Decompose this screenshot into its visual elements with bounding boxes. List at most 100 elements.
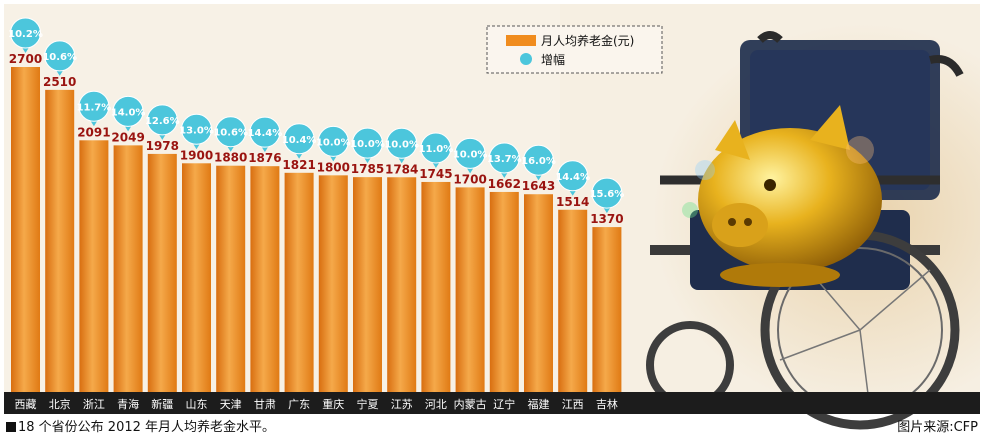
value-label: 1662 [488, 177, 521, 191]
category-label: 辽宁 [493, 397, 515, 411]
value-label: 1785 [351, 162, 384, 176]
growth-bubble [181, 113, 212, 145]
bar-内蒙古 [455, 187, 485, 392]
category-label: 内蒙古 [454, 397, 487, 411]
category-label: 宁夏 [357, 397, 379, 411]
growth-bubble [249, 116, 281, 148]
labels-layer: 2700 10.2% 西藏 2510 10.6% 北京 2091 11.7% 浙江 2049 14.… [8, 17, 625, 411]
growth-bubble [557, 160, 589, 192]
value-label: 1800 [317, 160, 350, 174]
growth-bubble [386, 127, 418, 159]
value-label: 1784 [385, 162, 418, 176]
growth-label: 16.0% [521, 156, 556, 167]
bar-新疆 [147, 153, 177, 392]
bar-天津 [216, 165, 246, 392]
category-label: 山东 [186, 398, 208, 411]
growth-label: 12.6% [145, 116, 180, 127]
bar-甘肃 [250, 166, 280, 392]
category-label: 北京 [49, 397, 71, 411]
piggy-bank-icon [682, 105, 882, 287]
bar-江苏 [387, 177, 417, 392]
growth-bubble [591, 177, 623, 209]
category-label: 广东 [288, 398, 310, 411]
bars-layer [11, 67, 622, 393]
growth-label: 14.0% [111, 107, 146, 118]
category-label: 甘肃 [254, 398, 276, 411]
category-label: 新疆 [151, 397, 173, 411]
growth-label: 15.6% [590, 189, 625, 200]
value-label: 1514 [556, 195, 589, 209]
bar-浙江 [79, 140, 109, 392]
growth-label: 11.0% [419, 144, 454, 155]
growth-label: 14.4% [248, 128, 283, 139]
growth-label: 13.0% [179, 125, 214, 136]
growth-bubble [10, 17, 41, 49]
bar-福建 [524, 194, 553, 392]
growth-label: 10.6% [213, 128, 248, 139]
legend-swatch-bubble [520, 53, 532, 65]
legend-swatch-bar [506, 35, 536, 46]
growth-bubble [44, 40, 76, 72]
bar-青海 [113, 145, 143, 392]
growth-bubble [146, 104, 178, 136]
bar-广东 [284, 172, 314, 392]
growth-label: 10.0% [384, 139, 419, 150]
growth-label: 14.4% [555, 172, 590, 183]
growth-bubble [454, 137, 486, 169]
legend: 月人均养老金(元) 增幅 [486, 25, 663, 74]
legend-label-bubble: 增幅 [541, 52, 565, 67]
value-label: 1821 [282, 158, 315, 172]
value-label: 1745 [419, 167, 452, 181]
growth-label: 10.0% [453, 149, 488, 160]
category-label: 浙江 [83, 398, 105, 411]
growth-label: 13.7% [487, 154, 522, 165]
bar-重庆 [318, 175, 348, 392]
value-label: 2049 [111, 130, 144, 144]
growth-bubble [78, 90, 110, 122]
bar-北京 [45, 89, 75, 393]
growth-bubble [283, 123, 315, 155]
value-label: 2700 [9, 52, 42, 66]
caption-source-note: 18 个省份公布 2012 年月人均养老金水平。 [6, 416, 275, 435]
category-label: 天津 [220, 398, 242, 411]
value-label: 2091 [77, 125, 110, 139]
category-label: 江苏 [391, 398, 413, 411]
category-label: 重庆 [322, 397, 344, 411]
value-label: 1876 [248, 151, 281, 165]
legend-box [486, 25, 663, 74]
growth-bubble [215, 116, 247, 148]
growth-label: 10.0% [316, 137, 351, 148]
growth-label: 10.6% [42, 52, 77, 63]
growth-label: 10.2% [8, 29, 43, 40]
square-bullet-icon [6, 422, 16, 432]
category-label: 西藏 [15, 398, 37, 411]
growth-bubble [523, 144, 554, 176]
caption-image-credit: 图片来源:CFP [897, 420, 978, 435]
bar-宁夏 [353, 177, 382, 392]
growth-bubble [352, 127, 383, 159]
category-label: 青海 [117, 397, 139, 411]
category-label: 福建 [528, 397, 550, 411]
bar-辽宁 [489, 191, 519, 392]
growth-bubble [112, 95, 144, 127]
value-label: 1880 [214, 151, 247, 165]
category-label: 吉林 [596, 397, 618, 411]
category-label: 河北 [425, 398, 447, 411]
value-label: 2510 [43, 75, 76, 89]
caption-text: 18 个省份公布 2012 年月人均养老金水平。 [18, 420, 276, 435]
growth-label: 10.0% [350, 139, 385, 150]
bar-河北 [421, 181, 451, 392]
growth-bubble [317, 125, 349, 157]
category-axis-strip [4, 392, 980, 414]
value-label: 1700 [453, 172, 486, 186]
bar-西藏 [11, 67, 40, 392]
legend-label-bar: 月人均养老金(元) [541, 33, 634, 48]
bar-江西 [558, 209, 588, 392]
category-label: 江西 [562, 398, 584, 411]
value-label: 1978 [146, 139, 179, 153]
bar-山东 [182, 163, 211, 392]
value-label: 1370 [590, 212, 623, 226]
growth-label: 11.7% [77, 102, 112, 113]
value-label: 1900 [180, 148, 213, 162]
